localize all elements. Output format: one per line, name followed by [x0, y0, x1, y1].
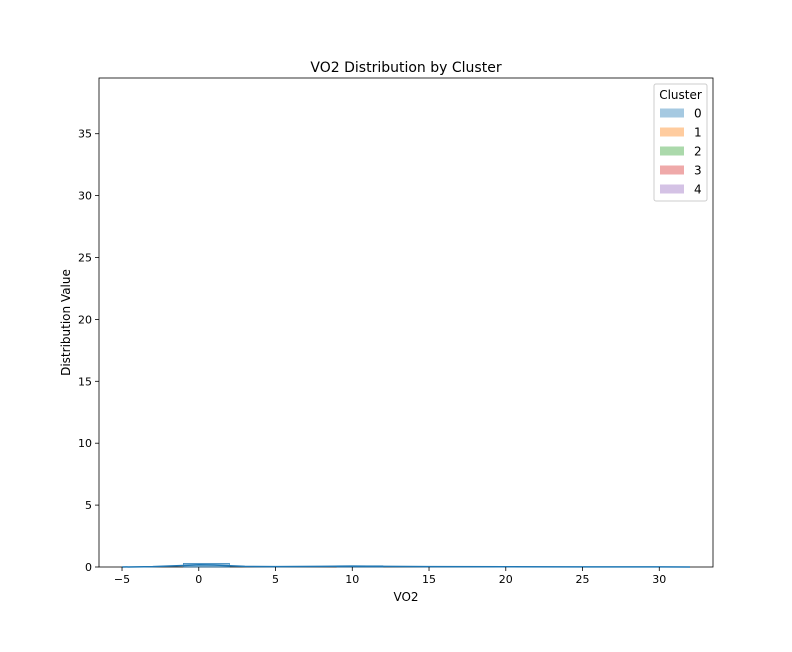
legend-label: 4 — [694, 183, 702, 197]
kde-line-cluster-0 — [122, 564, 690, 568]
x-tick-label: −5 — [114, 573, 130, 586]
legend-swatch — [660, 108, 684, 118]
y-tick-label: 30 — [78, 190, 92, 203]
x-tick-label: 10 — [345, 573, 359, 586]
x-tick-label: 20 — [499, 573, 513, 586]
y-tick-label: 25 — [78, 252, 92, 265]
legend-swatch — [660, 184, 684, 194]
legend-box — [653, 83, 708, 202]
x-tick-label: 5 — [272, 573, 279, 586]
plot-frame — [98, 77, 714, 568]
y-tick-label: 20 — [78, 313, 92, 326]
legend-label: 3 — [694, 164, 702, 178]
y-tick-label: 0 — [85, 561, 92, 574]
y-tick-label: 15 — [78, 375, 92, 388]
x-axis-label: VO2 — [393, 590, 418, 604]
y-tick-label: 5 — [85, 499, 92, 512]
chart-title: VO2 Distribution by Cluster — [310, 60, 501, 76]
legend-title: Cluster — [659, 88, 702, 102]
legend-label: 2 — [694, 145, 702, 159]
x-tick-label: 30 — [652, 573, 666, 586]
y-tick-label: 10 — [78, 437, 92, 450]
legend-label: 0 — [694, 107, 702, 121]
y-axis-label: Distribution Value — [59, 269, 73, 376]
legend-label: 1 — [694, 126, 702, 140]
legend-swatch — [660, 127, 684, 137]
legend: Cluster 0 1 2 3 4 — [653, 83, 708, 202]
x-tick-label: 25 — [576, 573, 590, 586]
y-tick-label: 35 — [78, 128, 92, 141]
x-tick-label: 0 — [195, 573, 202, 586]
legend-swatch — [660, 165, 684, 175]
x-tick-label: 15 — [422, 573, 436, 586]
legend-swatch — [660, 146, 684, 156]
